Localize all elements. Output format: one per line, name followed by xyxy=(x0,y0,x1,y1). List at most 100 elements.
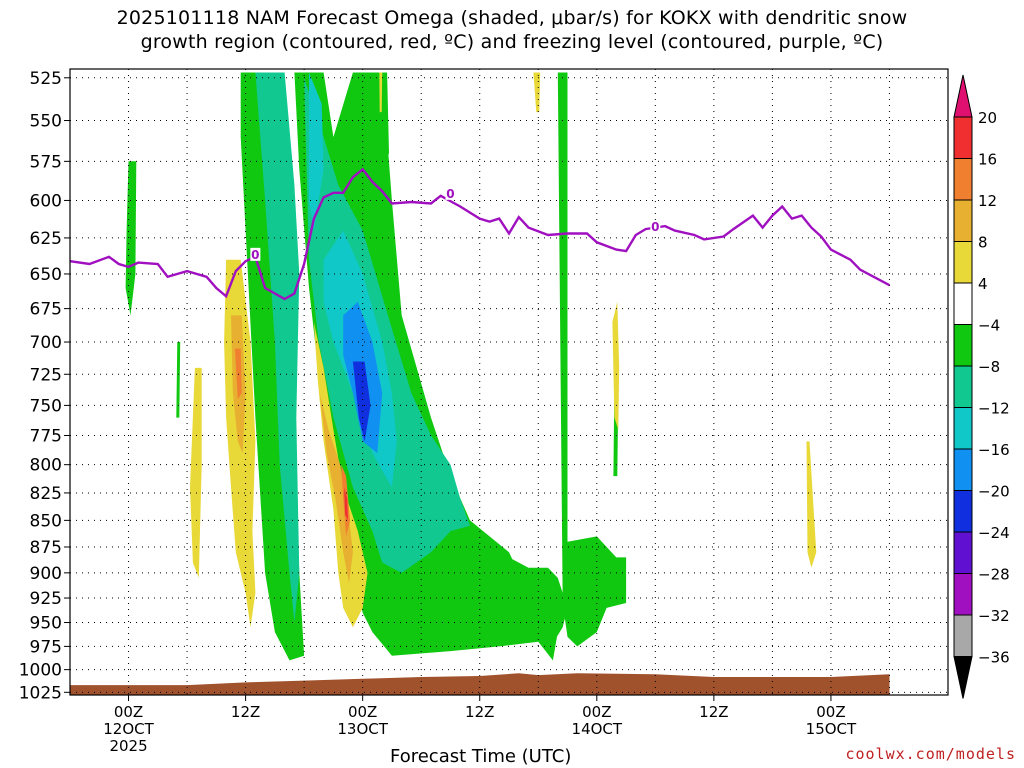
y-tick-label-850: 850 xyxy=(30,511,62,531)
plot-frame xyxy=(69,68,949,696)
colorbar-bin-0 xyxy=(953,116,973,159)
colorbar-label-8: −16 xyxy=(978,441,1010,459)
x-tick-label-72-0: 00Z xyxy=(816,703,845,721)
y-tick-label-975: 975 xyxy=(30,637,62,657)
colorbar-label-6: −8 xyxy=(978,358,1000,376)
x-tick-label-0-2: 2025 xyxy=(109,737,147,755)
freezing-level-line xyxy=(70,167,891,301)
omega-region-1 xyxy=(294,72,558,661)
omega-region-3 xyxy=(557,72,627,647)
y-tick-label-750: 750 xyxy=(30,396,62,416)
freezing-label-bg-2 xyxy=(650,220,661,234)
y-tick-label-800: 800 xyxy=(30,456,62,476)
colorbar-label-5: −4 xyxy=(978,317,1000,335)
y-tick-label-650: 650 xyxy=(30,265,62,285)
colorbar-bottom-arrow xyxy=(953,656,973,699)
colorbar: 20 16 12 8 4 −4 −8 −12 −16 −20 −24 −28 −32 −36 xyxy=(953,74,1010,699)
omega-region-4 xyxy=(382,72,389,162)
colorbar-bin-7 xyxy=(953,407,973,450)
omega-region-24 xyxy=(533,72,541,113)
colorbar-bin-4 xyxy=(953,282,973,325)
colorbar-bin-1 xyxy=(953,158,973,201)
colorbar-label-2: 12 xyxy=(978,192,997,210)
y-tick-label-825: 825 xyxy=(30,484,62,504)
omega-region-21 xyxy=(190,367,202,578)
x-axis-label: Forecast Time (UTC) xyxy=(390,746,572,767)
colorbar-bin-8 xyxy=(953,448,973,491)
grid-lines xyxy=(70,69,948,695)
freezing-label-1: 0 xyxy=(446,187,454,201)
x-tick-label-24-1: 13OCT xyxy=(337,720,388,738)
omega-region-6 xyxy=(176,342,181,418)
omega-region-18 xyxy=(319,393,353,583)
colorbar-label-7: −12 xyxy=(978,400,1010,418)
title-line-2: growth region (contoured, red, ºC) and f… xyxy=(140,31,884,53)
y-tick-label-700: 700 xyxy=(30,333,62,353)
terrain-layer xyxy=(70,673,890,695)
x-tick-label-0-0: 00Z xyxy=(114,703,143,721)
title-line-1: 2025101118 NAM Forecast Omega (shaded, μ… xyxy=(116,7,908,29)
omega-region-8 xyxy=(255,72,300,623)
y-tick-label-1025: 1025 xyxy=(19,683,62,703)
omega-region-22 xyxy=(612,301,620,430)
watermark: coolwx.com/models xyxy=(845,745,1016,763)
terrain-fill xyxy=(70,673,890,695)
y-tick-label-950: 950 xyxy=(30,614,62,634)
omega-region-13 xyxy=(352,361,371,442)
colorbar-bin-5 xyxy=(953,324,973,367)
colorbar-bin-12 xyxy=(953,614,973,657)
omega-region-20 xyxy=(344,487,348,521)
x-tick-label-48-0: 00Z xyxy=(582,703,611,721)
y-tick-label-575: 575 xyxy=(30,152,62,172)
x-tick-label-12-0: 12Z xyxy=(231,703,260,721)
colorbar-label-3: 8 xyxy=(978,234,988,252)
x-tick-label-72-1: 15OCT xyxy=(806,720,857,738)
colorbar-label-10: −24 xyxy=(978,524,1010,542)
y-tick-label-525: 525 xyxy=(30,69,62,89)
freezing-label-bg-0 xyxy=(250,247,261,261)
y-tick-label-775: 775 xyxy=(30,427,62,447)
freezing-label-0: 0 xyxy=(251,248,259,262)
y-tick-label-550: 550 xyxy=(30,112,62,132)
colorbar-label-11: −28 xyxy=(978,566,1010,584)
colorbar-label-12: −32 xyxy=(978,607,1010,625)
colorbar-bin-11 xyxy=(953,573,973,616)
colorbar-label-4: 4 xyxy=(978,275,988,293)
omega-shading xyxy=(125,72,817,661)
colorbar-label-0: 20 xyxy=(978,109,997,127)
omega-region-25 xyxy=(379,72,383,113)
colorbar-bin-3 xyxy=(953,241,973,284)
y-tick-label-925: 925 xyxy=(30,589,62,609)
x-tick-label-48-1: 14OCT xyxy=(572,720,623,738)
chart-title: 2025101118 NAM Forecast Omega (shaded, μ… xyxy=(0,6,1024,54)
omega-region-23 xyxy=(806,441,817,568)
colorbar-bin-2 xyxy=(953,199,973,242)
omega-region-2 xyxy=(499,552,568,652)
freezing-label-2: 0 xyxy=(651,220,659,234)
colorbar-bin-9 xyxy=(953,490,973,533)
freezing-level-contour: 0 0 0 xyxy=(70,167,891,301)
colorbar-bin-10 xyxy=(953,531,973,574)
colorbar-label-1: 16 xyxy=(978,151,997,169)
x-tick-label-0-1: 12OCT xyxy=(103,720,154,738)
y-tick-label-725: 725 xyxy=(30,365,62,385)
y-tick-label-625: 625 xyxy=(30,229,62,249)
tick-labels: 525 550 575 600 625 650 675 700 725 750 775 800 825 8… xyxy=(19,69,857,755)
y-tick-label-600: 600 xyxy=(30,191,62,211)
colorbar-bin-6 xyxy=(953,365,973,408)
y-tick-label-875: 875 xyxy=(30,538,62,558)
y-tick-label-900: 900 xyxy=(30,564,62,584)
colorbar-label-9: −20 xyxy=(978,483,1010,501)
x-tick-label-24-0: 00Z xyxy=(348,703,377,721)
colorbar-top-arrow xyxy=(953,74,973,118)
colorbar-label-13: −36 xyxy=(978,649,1010,667)
freezing-label-bg-1 xyxy=(445,186,456,200)
x-tick-label-60-0: 12Z xyxy=(699,703,728,721)
omega-region-10 xyxy=(309,72,324,231)
axes xyxy=(64,68,949,701)
y-tick-label-675: 675 xyxy=(30,300,62,320)
x-tick-label-36-0: 12Z xyxy=(465,703,494,721)
y-tick-label-1000: 1000 xyxy=(19,661,62,681)
omega-region-9 xyxy=(304,77,470,573)
